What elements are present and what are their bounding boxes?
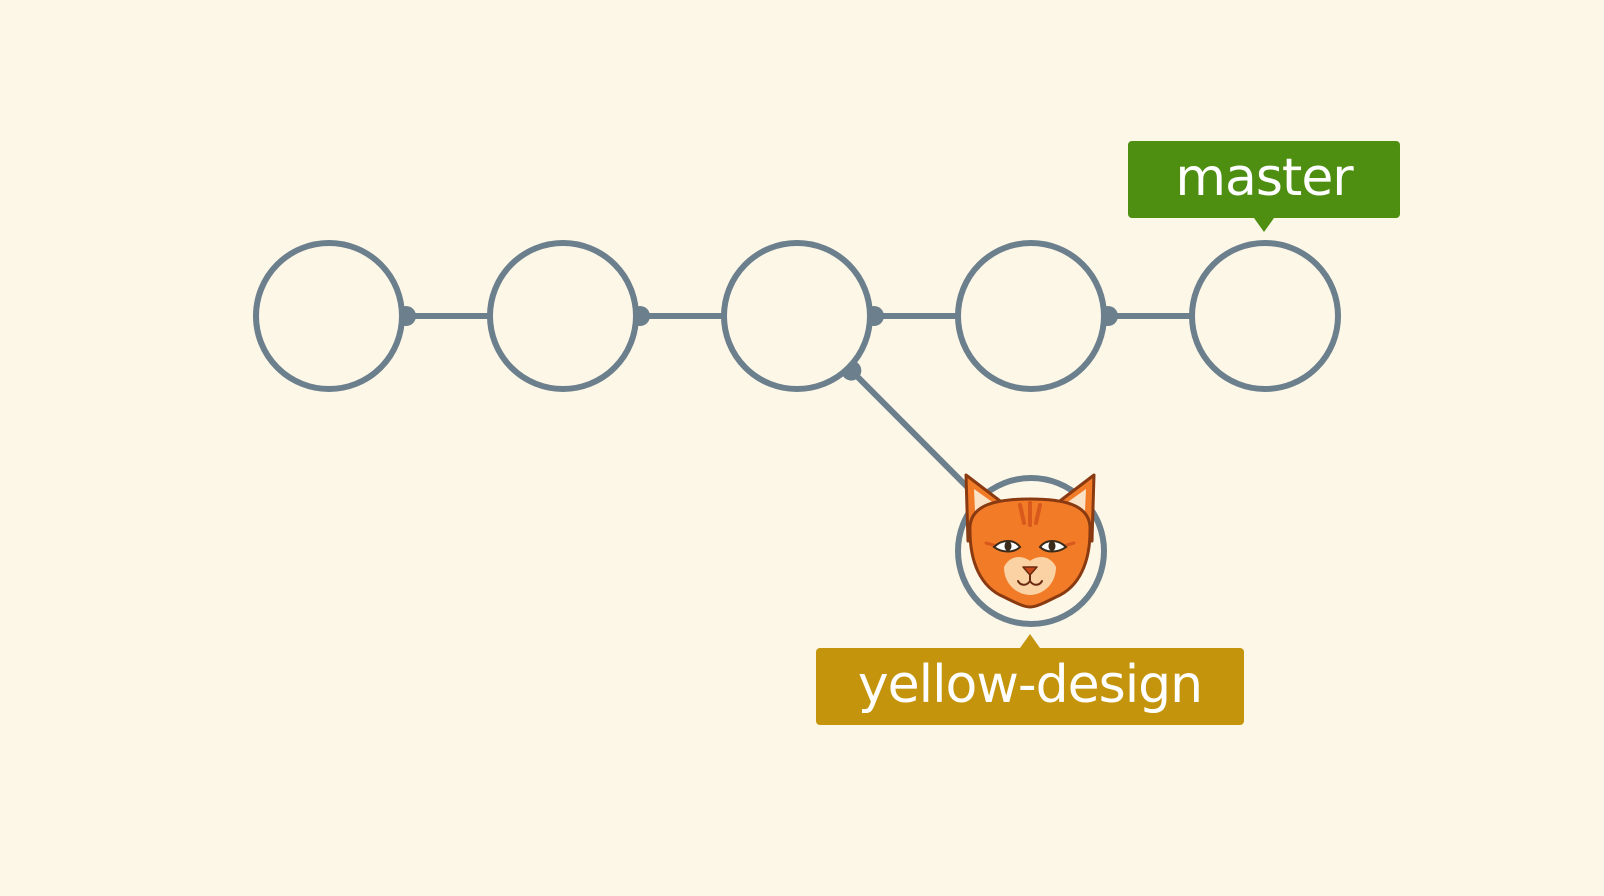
commit-node-c1 <box>253 240 405 392</box>
commit-nodes <box>253 240 1341 627</box>
master-branch-label: master <box>1128 141 1400 232</box>
commit-node-c2 <box>487 240 639 392</box>
cat-icon <box>964 473 1096 609</box>
commit-node-c3 <box>721 240 873 392</box>
commit-node-c5 <box>1189 240 1341 392</box>
commit-node-c4 <box>955 240 1107 392</box>
commit-edge <box>846 365 982 502</box>
yellow-design-branch-label: yellow-design <box>816 634 1244 725</box>
